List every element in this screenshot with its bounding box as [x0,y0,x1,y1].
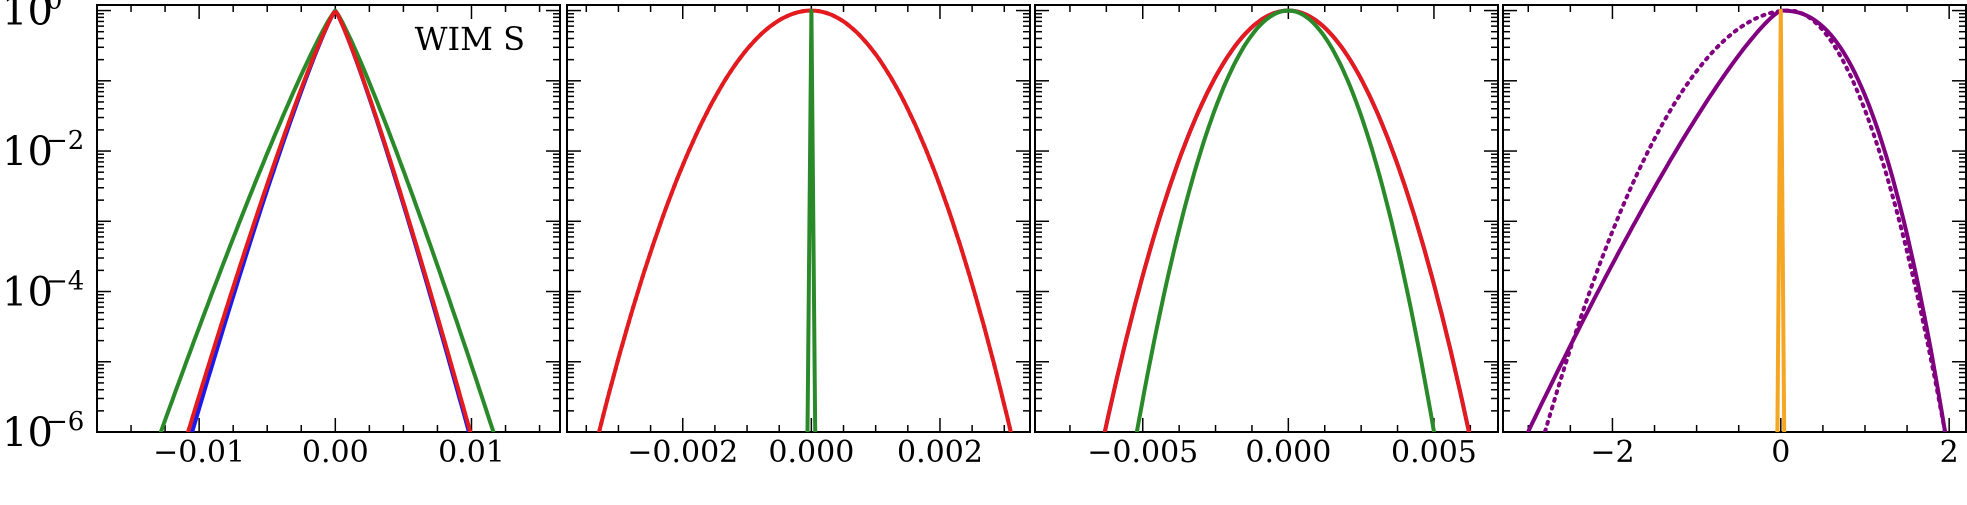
x-tick-label: −0.01 [153,435,245,470]
panel-annotation: WIM S [415,20,525,58]
x-tick-label: 0.000 [768,435,854,470]
x-tick-label: 0.01 [438,435,505,470]
x-tick-label: 0.00 [302,435,369,470]
series-line-3 [186,9,473,432]
series-line-3 [1134,8,1436,432]
y-tick-label: 10 [2,270,53,316]
x-tick-label: −0.005 [1087,435,1198,470]
y-tick-label: 10 [2,0,53,35]
chart-panel-4: −2 0 2 [1502,4,1967,470]
x-tick-label: −0.002 [627,435,738,470]
series-line-2 [597,8,1013,432]
chart-panel-1: −0.01 0.00 0.01 [96,4,561,470]
plot-frame [1034,4,1499,433]
chart-panel-3: −0.005 0.000 0.005 [1034,4,1499,470]
series-line-3 [805,8,818,432]
series-line-2 [1102,8,1471,432]
x-tick-label: 0.000 [1245,435,1331,470]
plot-frame [96,4,561,433]
y-tick-label: 10 [2,129,53,175]
series-line-1 [1526,8,1947,432]
chart-panel-2: −0.002 0.000 0.002 [566,4,1031,470]
x-tick-label: 0 [1771,435,1790,470]
series-line-2 [1543,8,1947,432]
y-tick-label-exponent: −6 [46,407,84,437]
y-tick-label-exponent: −4 [46,267,84,297]
plot-frame [566,4,1031,433]
series-line-1 [190,8,471,432]
x-tick-label: 0.005 [1391,435,1477,470]
y-tick-label: 10 [2,410,53,456]
series-line-3 [1775,8,1787,432]
panels: −0.01 0.00 0.01 −0.002 0.000 0.002 −0.005 0.000… [96,4,1967,470]
plot-frame [1502,4,1967,433]
y-tick-label-exponent: 0 [46,0,63,16]
x-tick-label: −2 [1590,435,1634,470]
x-tick-label: 2 [1940,435,1959,470]
y-tick-label-exponent: −2 [46,126,84,156]
x-tick-label: 0.002 [897,435,983,470]
